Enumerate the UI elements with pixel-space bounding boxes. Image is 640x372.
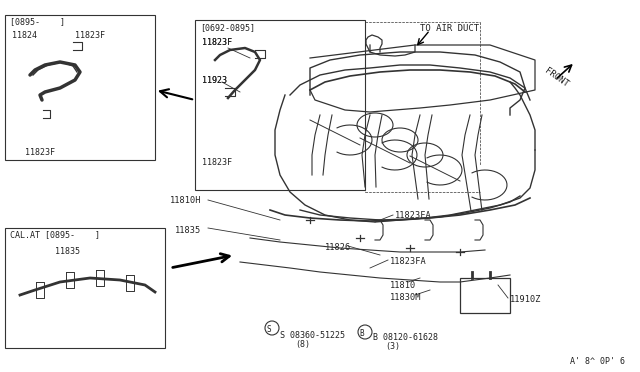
Text: B 08120-61628: B 08120-61628 <box>373 334 438 343</box>
Text: A' 8^ 0P' 6: A' 8^ 0P' 6 <box>570 357 625 366</box>
Text: (8): (8) <box>295 340 310 349</box>
Text: 11835: 11835 <box>55 247 80 257</box>
Bar <box>460 278 510 313</box>
Text: 11923: 11923 <box>202 76 227 84</box>
Bar <box>5 15 155 160</box>
Text: 11810: 11810 <box>390 280 416 289</box>
Text: 11824: 11824 <box>12 31 37 39</box>
Text: CAL.AT [0895-    ]: CAL.AT [0895- ] <box>10 231 100 240</box>
Bar <box>195 20 365 190</box>
Text: 11823F: 11823F <box>202 38 232 46</box>
Text: [0895-    ]: [0895- ] <box>10 17 65 26</box>
Text: 11823F: 11823F <box>202 38 232 46</box>
Text: 11810H: 11810H <box>170 196 202 205</box>
Text: 11826: 11826 <box>325 244 351 253</box>
Text: S: S <box>267 326 271 334</box>
Text: [0692-0895]: [0692-0895] <box>200 23 255 32</box>
Text: 11923: 11923 <box>202 76 227 84</box>
Bar <box>5 228 165 348</box>
Text: FRONT: FRONT <box>543 67 570 89</box>
Text: 11823FA: 11823FA <box>390 257 427 266</box>
Text: 11823F: 11823F <box>75 31 105 39</box>
Text: 11835: 11835 <box>175 225 201 234</box>
Text: B: B <box>360 330 364 339</box>
Text: 11823FA: 11823FA <box>395 211 432 219</box>
Text: TO AIR DUCT: TO AIR DUCT <box>420 23 479 32</box>
Text: S 08360-51225: S 08360-51225 <box>280 331 345 340</box>
Text: 11830M: 11830M <box>390 294 422 302</box>
Text: 11823F: 11823F <box>25 148 55 157</box>
Text: (3): (3) <box>385 341 400 350</box>
Text: 11910Z: 11910Z <box>510 295 541 305</box>
Text: 11823F: 11823F <box>202 157 232 167</box>
